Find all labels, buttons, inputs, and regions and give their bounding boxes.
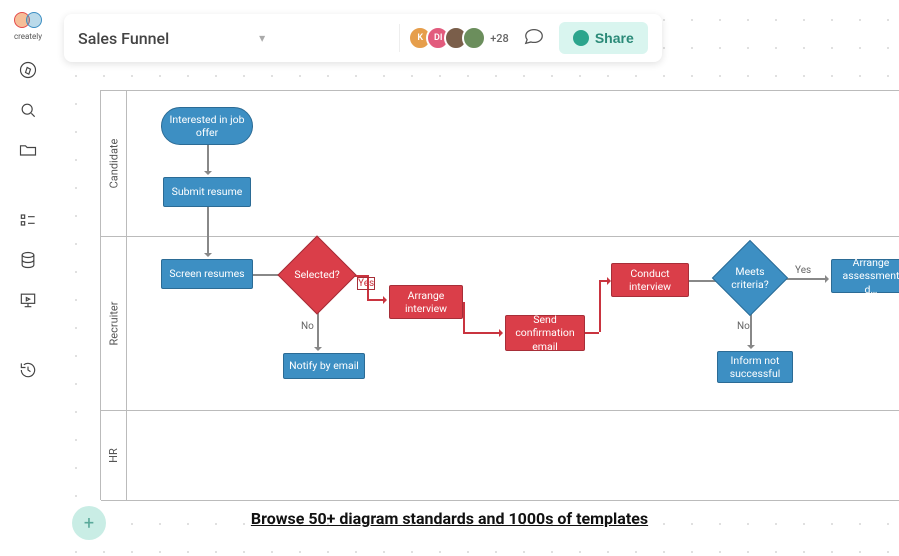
divider: [399, 24, 400, 52]
node-notify-email[interactable]: Notify by email: [283, 353, 365, 379]
edge-label-yes: Yes: [357, 277, 375, 290]
swimlane-container[interactable]: Candidate Recruiter HR No Yes No Yes Int…: [100, 90, 899, 500]
search-icon[interactable]: [17, 99, 39, 121]
list-icon[interactable]: [17, 209, 39, 231]
edge: [463, 302, 465, 332]
node-conduct-interview[interactable]: Conduct interview: [611, 263, 689, 297]
edge: [599, 280, 601, 332]
lane-label[interactable]: Candidate: [101, 91, 127, 236]
folder-icon[interactable]: [17, 139, 39, 161]
brand-name: creately: [14, 32, 42, 41]
edge-label-yes: Yes: [795, 265, 811, 276]
share-button[interactable]: Share: [559, 22, 648, 54]
edge: [207, 145, 209, 173]
node-meets-criteria-decision[interactable]: Meets criteria?: [723, 251, 777, 305]
document-title-dropdown[interactable]: Sales Funnel ▾: [78, 29, 385, 48]
share-label: Share: [595, 30, 634, 46]
collaborator-avatars[interactable]: K DI +28: [414, 26, 509, 50]
add-fab[interactable]: +: [72, 506, 106, 540]
lane-label[interactable]: Recruiter: [101, 237, 127, 410]
compass-icon[interactable]: [17, 59, 39, 81]
node-inform-not-successful[interactable]: Inform not successful: [717, 351, 793, 383]
history-icon[interactable]: [17, 359, 39, 381]
brand-logo[interactable]: creately: [14, 12, 42, 41]
presentation-icon[interactable]: [17, 289, 39, 311]
top-toolbar: Sales Funnel ▾ K DI +28 Share: [64, 14, 662, 62]
comment-icon[interactable]: [523, 25, 545, 51]
edge: [463, 332, 501, 334]
edge-label-no: No: [737, 321, 750, 332]
chevron-down-icon: ▾: [259, 31, 265, 45]
node-selected-decision[interactable]: Selected?: [289, 247, 345, 303]
node-send-confirmation[interactable]: Send confirmation email: [505, 315, 585, 351]
avatar-overflow-count[interactable]: +28: [490, 32, 509, 45]
browse-templates-link[interactable]: Browse 50+ diagram standards and 1000s o…: [251, 509, 648, 528]
node-submit-resume[interactable]: Submit resume: [163, 177, 251, 207]
avatar[interactable]: [462, 26, 486, 50]
globe-icon: [573, 30, 589, 46]
lane-label[interactable]: HR: [101, 411, 127, 500]
document-title: Sales Funnel: [78, 29, 169, 48]
lane-hr: HR: [101, 411, 899, 501]
edge: [585, 332, 599, 334]
node-screen-resumes[interactable]: Screen resumes: [161, 259, 253, 289]
left-sidebar: creately: [0, 0, 56, 556]
node-arrange-interview[interactable]: Arrange interview: [389, 285, 463, 319]
node-arrange-assessment[interactable]: Arrange assessment d…: [831, 259, 899, 293]
node-terminator-interested[interactable]: Interested in job offer: [161, 107, 253, 145]
edge: [207, 207, 209, 255]
edge-label-no: No: [301, 321, 314, 332]
database-icon[interactable]: [17, 249, 39, 271]
